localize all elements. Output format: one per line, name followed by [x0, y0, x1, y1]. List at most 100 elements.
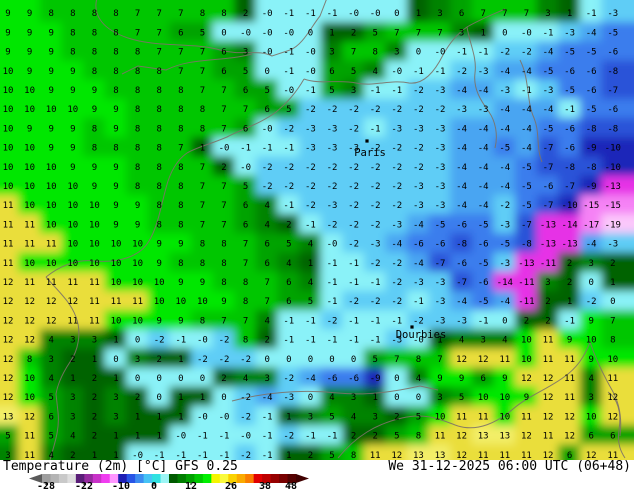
temp-cell-smooth [363, 386, 387, 408]
colorbar-segment [58, 474, 68, 483]
temp-cell-smooth [255, 0, 279, 24]
temp-value: -5 [435, 220, 446, 230]
temp-cell-smooth [601, 348, 634, 369]
temp-value: -0 [240, 28, 251, 38]
temp-cell-smooth [169, 386, 193, 408]
temp-cell-smooth [18, 290, 41, 312]
temp-cell-smooth [18, 271, 41, 292]
temp-value: 8 [243, 336, 248, 346]
temp-value: -2 [327, 105, 338, 115]
temp-cell-smooth [169, 175, 193, 196]
temp-value: 3 [113, 393, 118, 403]
colorbar-segment [270, 474, 280, 483]
temp-value: 7 [200, 220, 205, 230]
temp-value: -1 [283, 9, 294, 19]
temp-cell-smooth [104, 252, 128, 273]
temp-value: -2 [240, 412, 251, 422]
temp-cell-smooth [61, 386, 85, 408]
temp-value: -4 [478, 163, 489, 173]
temp-value: 1 [372, 393, 377, 403]
temp-value: -4 [521, 67, 532, 77]
temp-cell-smooth [18, 98, 41, 120]
temp-value: -1 [348, 278, 359, 288]
temp-cell-smooth [579, 214, 603, 235]
temp-value: 3 [480, 336, 485, 346]
temp-value: -2 [348, 105, 359, 115]
temp-value: 3 [48, 355, 53, 365]
temp-cell-smooth [450, 348, 473, 369]
temp-value: 6 [264, 259, 269, 269]
temp-cell-smooth [61, 60, 85, 81]
temp-value: 4 [286, 259, 291, 269]
temp-value: 9 [113, 201, 118, 211]
temp-cell-smooth [104, 348, 128, 369]
temp-value: 11 [3, 201, 14, 211]
temp-value: 11 [24, 220, 35, 230]
temp-cell-smooth [536, 60, 560, 81]
temp-cell-smooth [471, 406, 495, 427]
temp-value: 8 [178, 259, 183, 269]
temp-cell-smooth [536, 233, 560, 254]
temp-cell-smooth [169, 271, 193, 292]
temp-cell-smooth [342, 0, 365, 24]
temp-value: 3 [113, 412, 118, 422]
temp-cell-smooth [407, 386, 430, 408]
temp-cell-smooth [83, 98, 106, 120]
temp-value: 7 [221, 182, 226, 192]
temp-value: 9 [27, 48, 32, 58]
temp-value: 8 [156, 124, 161, 134]
temp-cell-smooth [579, 194, 603, 216]
temp-cell-smooth [450, 444, 473, 460]
colorbar-tick-label: 26 [225, 481, 237, 490]
colorbar-segment [101, 474, 111, 483]
temp-cell-smooth [0, 310, 20, 331]
temp-cell-smooth [320, 79, 344, 100]
temp-value: 8 [156, 163, 161, 173]
temp-cell-smooth [234, 406, 257, 427]
temp-cell-smooth [0, 60, 20, 81]
temp-cell-smooth [234, 386, 257, 408]
temp-cell-smooth [471, 175, 495, 196]
temp-value: -2 [413, 316, 424, 326]
temp-value: -7 [564, 182, 575, 192]
temp-cell-smooth [579, 406, 603, 427]
temp-value: 2 [524, 316, 529, 326]
temp-value: 8 [92, 67, 97, 77]
temp-value: 8 [135, 105, 140, 115]
temp-cell-smooth [191, 118, 214, 139]
temp-cell-smooth [147, 367, 171, 388]
temp-value: 3 [5, 451, 10, 460]
temp-value: 6 [286, 278, 291, 288]
temp-cell-smooth [428, 386, 452, 408]
temp-cell-smooth [61, 233, 85, 254]
temp-value: -8 [456, 240, 467, 250]
temp-cell-smooth [212, 137, 236, 158]
temp-cell-smooth [255, 175, 279, 196]
temp-value: 10 [89, 240, 100, 250]
temp-value: 8 [178, 105, 183, 115]
temp-cell-smooth [191, 386, 214, 408]
temp-value: -1 [327, 432, 338, 442]
temp-value: -0 [219, 412, 230, 422]
temp-value: 8 [178, 86, 183, 96]
coastline-path [95, 0, 327, 57]
temp-cell-smooth [39, 194, 63, 216]
temp-value: -1 [305, 432, 316, 442]
temp-cell-smooth [18, 22, 41, 43]
temp-value: -0 [197, 336, 208, 346]
temp-cell-smooth [18, 233, 41, 254]
temp-value: 9 [27, 67, 32, 77]
temp-value: 3 [437, 9, 442, 19]
temp-value: 11 [89, 297, 100, 307]
temp-value: 11 [67, 316, 78, 326]
temp-cell-smooth [255, 22, 279, 43]
temp-value: -0 [175, 432, 186, 442]
temp-value: -2 [305, 105, 316, 115]
temp-cell-smooth [471, 22, 495, 43]
temp-value: 8 [113, 28, 118, 38]
temp-value: 11 [478, 451, 489, 460]
temp-value: 8 [178, 124, 183, 134]
temp-cell-smooth [515, 271, 538, 292]
temp-value: 6 [243, 201, 248, 211]
temp-value: 8 [156, 105, 161, 115]
